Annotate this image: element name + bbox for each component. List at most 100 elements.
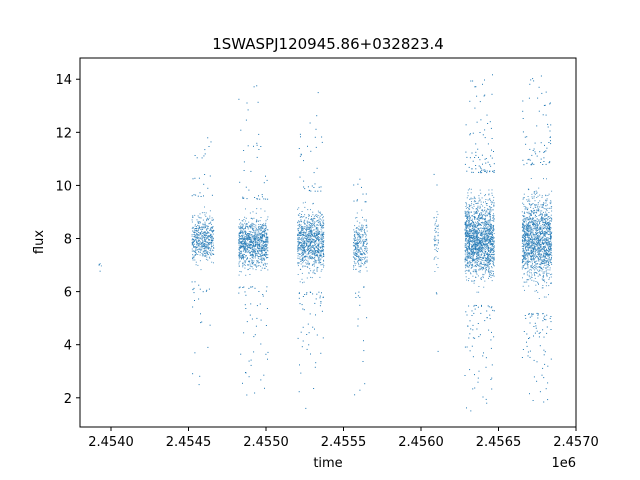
data-point: [256, 198, 258, 200]
data-point: [304, 214, 306, 216]
data-point: [242, 245, 244, 247]
data-point: [263, 229, 265, 231]
data-point: [267, 351, 269, 353]
data-point: [488, 219, 490, 221]
data-point: [246, 243, 248, 245]
data-point: [256, 266, 257, 268]
data-point: [198, 225, 200, 227]
data-point: [362, 244, 364, 246]
data-point: [363, 241, 365, 243]
data-point: [358, 266, 360, 268]
data-point: [467, 236, 469, 238]
data-point: [201, 321, 203, 323]
data-point: [201, 242, 203, 244]
data-point: [200, 246, 202, 248]
data-point: [485, 252, 487, 254]
data-point: [533, 235, 535, 237]
data-point: [308, 232, 310, 234]
data-point: [192, 178, 194, 180]
data-point: [195, 249, 197, 251]
data-point: [478, 243, 480, 245]
data-point: [355, 297, 357, 298]
data-point: [546, 199, 548, 201]
data-point: [247, 235, 249, 237]
data-point: [474, 197, 476, 199]
data-point: [358, 242, 360, 244]
data-point: [472, 250, 474, 252]
data-point: [355, 258, 357, 260]
data-point: [298, 297, 300, 299]
data-point: [315, 237, 317, 239]
data-point: [487, 232, 489, 234]
data-point: [468, 241, 470, 243]
data-point: [464, 346, 466, 348]
data-point: [318, 233, 320, 235]
data-point: [320, 190, 322, 192]
data-point: [491, 266, 492, 268]
data-point: [193, 243, 195, 245]
data-point: [527, 247, 529, 249]
data-point: [302, 245, 303, 247]
data-point: [475, 231, 477, 233]
data-point: [550, 243, 552, 245]
data-point: [472, 225, 473, 227]
data-point: [304, 206, 306, 208]
data-point: [482, 275, 484, 277]
data-point: [319, 246, 321, 248]
data-point: [312, 236, 314, 238]
data-point: [491, 238, 492, 240]
data-point: [310, 230, 311, 232]
data-point: [485, 220, 487, 222]
data-point: [355, 232, 357, 234]
data-point: [366, 249, 368, 251]
data-point: [304, 219, 306, 221]
data-point: [259, 244, 260, 246]
data-point: [315, 250, 316, 252]
data-point: [197, 195, 199, 197]
data-point: [311, 253, 313, 255]
data-point: [297, 274, 299, 275]
data-point: [465, 212, 467, 214]
data-point: [476, 234, 477, 236]
data-point: [249, 258, 251, 260]
data-point: [468, 244, 470, 246]
data-point: [204, 153, 206, 155]
data-point: [467, 243, 469, 245]
data-point: [209, 244, 211, 245]
data-point: [239, 223, 241, 225]
data-point: [544, 246, 546, 248]
data-point: [356, 233, 358, 235]
data-point: [313, 172, 315, 174]
data-point: [487, 270, 489, 272]
data-point: [245, 255, 247, 257]
data-point: [489, 121, 491, 123]
data-point: [262, 246, 264, 248]
data-point: [253, 252, 255, 254]
data-point: [529, 242, 531, 244]
data-point: [297, 224, 299, 226]
data-point: [246, 236, 248, 238]
data-point: [243, 249, 245, 251]
data-point: [477, 306, 479, 308]
data-point: [250, 303, 252, 305]
data-point: [488, 205, 490, 207]
data-point: [466, 197, 468, 199]
data-point: [471, 229, 473, 231]
data-point: [314, 251, 316, 253]
data-point: [485, 240, 487, 242]
data-point: [485, 242, 487, 244]
data-point: [247, 235, 249, 237]
data-point: [304, 188, 306, 190]
data-point: [320, 238, 322, 240]
data-point: [251, 248, 253, 250]
data-point: [298, 253, 300, 255]
data-point: [527, 200, 529, 202]
data-point: [480, 216, 482, 218]
data-point: [526, 232, 528, 234]
data-point: [365, 248, 367, 250]
data-point: [244, 216, 246, 218]
data-point: [298, 391, 300, 393]
data-point: [261, 227, 263, 229]
data-point: [465, 151, 467, 153]
data-point: [488, 235, 490, 237]
